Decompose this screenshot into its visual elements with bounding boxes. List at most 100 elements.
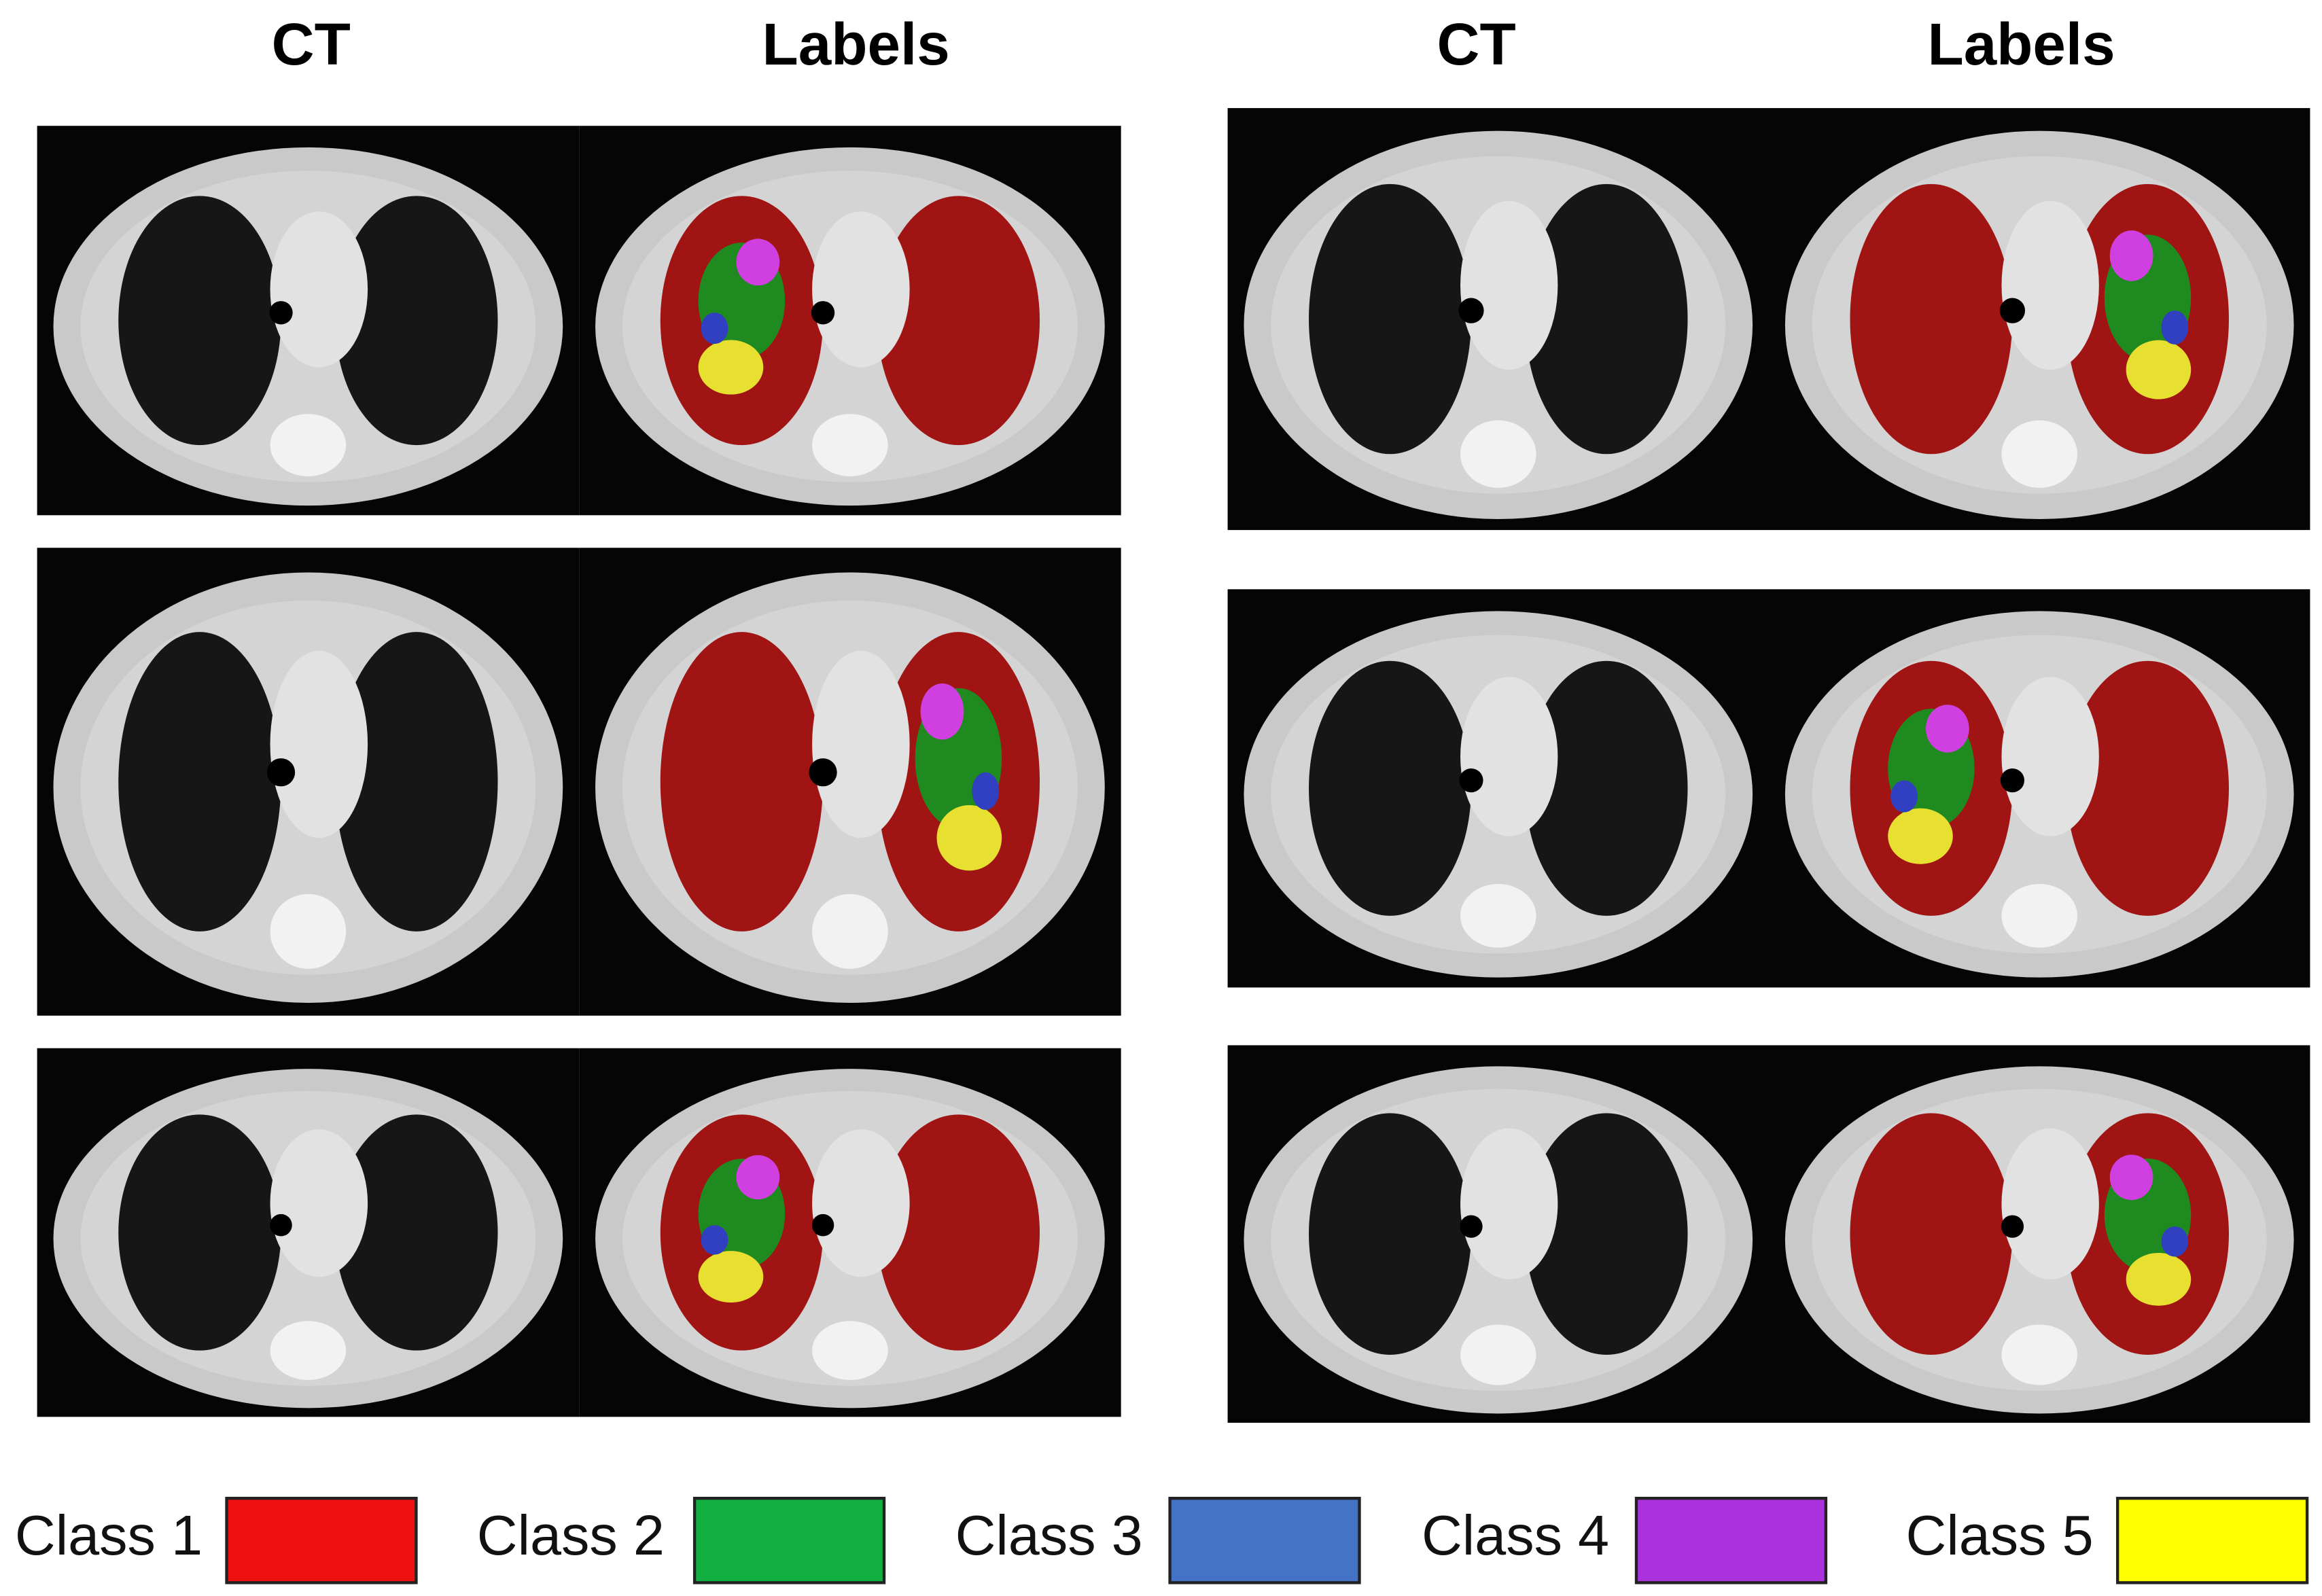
legend-label: Class 1 xyxy=(15,1504,203,1567)
legend-swatch xyxy=(1168,1497,1361,1584)
label-image xyxy=(579,548,1121,1016)
spine xyxy=(812,414,888,476)
trachea xyxy=(270,1213,292,1237)
lung xyxy=(2066,660,2229,916)
region xyxy=(1888,808,1953,864)
trachea xyxy=(809,758,837,787)
lung xyxy=(1309,183,1471,455)
legend: Class 1 Class 2 Class 3 Class 4 Class 5 xyxy=(15,1497,2309,1584)
spine xyxy=(270,893,347,969)
label-image xyxy=(579,1048,1121,1417)
ct-image xyxy=(1227,1045,1769,1423)
ct-image xyxy=(1227,108,1769,531)
trachea xyxy=(269,301,293,325)
column-header: Labels xyxy=(1927,12,2115,77)
trachea xyxy=(1460,1215,1483,1238)
legend-label: Class 3 xyxy=(955,1504,1143,1567)
lung xyxy=(1525,1113,1688,1355)
label-image xyxy=(1768,1045,2310,1423)
lung xyxy=(118,196,281,446)
lung xyxy=(1850,1113,2013,1355)
spine xyxy=(270,414,347,476)
spine xyxy=(2001,884,2077,948)
spine xyxy=(1460,420,1536,488)
legend-label: Class 2 xyxy=(477,1504,665,1567)
region xyxy=(2161,311,2189,344)
heart xyxy=(812,650,910,838)
heart xyxy=(270,211,368,368)
spine xyxy=(2001,420,2077,488)
trachea xyxy=(1459,768,1483,793)
ct-image xyxy=(37,1048,580,1417)
trachea xyxy=(2000,768,2024,793)
trachea xyxy=(266,758,296,787)
legend-swatch xyxy=(2115,1497,2309,1584)
region xyxy=(1890,780,1918,813)
region xyxy=(972,772,1000,810)
lung xyxy=(1525,660,1688,916)
spine xyxy=(270,1321,347,1381)
region xyxy=(2161,1226,2189,1257)
trachea xyxy=(811,1213,834,1237)
lung xyxy=(1309,660,1471,916)
trachea xyxy=(811,301,835,325)
spine xyxy=(812,1321,888,1381)
label-image xyxy=(1768,108,2310,531)
region xyxy=(2109,1154,2153,1201)
legend-swatch xyxy=(692,1497,886,1584)
heart xyxy=(812,1129,910,1277)
legend-label: Class 5 xyxy=(1906,1504,2094,1567)
region xyxy=(736,238,780,286)
lung xyxy=(877,196,1040,446)
heart xyxy=(812,211,910,368)
spine xyxy=(812,893,888,969)
label-image xyxy=(1768,589,2310,988)
trachea xyxy=(1458,298,1484,323)
region xyxy=(2126,1253,2192,1306)
lung xyxy=(877,1114,1040,1351)
trachea xyxy=(2001,1215,2024,1238)
region xyxy=(698,1251,764,1303)
lung xyxy=(335,196,498,446)
region xyxy=(1925,705,1969,753)
lung xyxy=(1309,1113,1471,1355)
ct-image xyxy=(37,126,580,516)
heart xyxy=(1460,200,1558,370)
region xyxy=(936,804,1002,871)
heart xyxy=(270,650,368,838)
lung xyxy=(335,632,498,932)
heart xyxy=(2001,1128,2099,1279)
legend-label: Class 4 xyxy=(1422,1504,1609,1567)
legend-swatch xyxy=(225,1497,418,1584)
column-header: Labels xyxy=(762,12,950,77)
column-header: CT xyxy=(1437,12,1516,77)
lung xyxy=(118,632,281,932)
region xyxy=(701,1225,728,1255)
region xyxy=(920,683,964,740)
heart xyxy=(2001,677,2099,836)
heart xyxy=(270,1129,368,1277)
region xyxy=(701,313,728,344)
column-header: CT xyxy=(272,12,351,77)
spine xyxy=(1460,1324,1536,1385)
lung xyxy=(118,1114,281,1351)
legend-swatch xyxy=(1634,1497,1828,1584)
ct-image xyxy=(1227,589,1769,988)
heart xyxy=(2001,200,2099,370)
lung xyxy=(335,1114,498,1351)
region xyxy=(736,1155,780,1200)
region xyxy=(2109,230,2153,281)
image-panels xyxy=(37,108,2310,1423)
spine xyxy=(1460,884,1536,948)
label-image xyxy=(579,126,1121,516)
ct-image xyxy=(37,548,580,1016)
region xyxy=(2126,340,2192,400)
lung xyxy=(1525,183,1688,455)
heart xyxy=(1460,677,1558,836)
lung xyxy=(660,632,824,932)
spine xyxy=(2001,1324,2077,1385)
region xyxy=(698,340,764,395)
trachea xyxy=(1999,298,2026,323)
